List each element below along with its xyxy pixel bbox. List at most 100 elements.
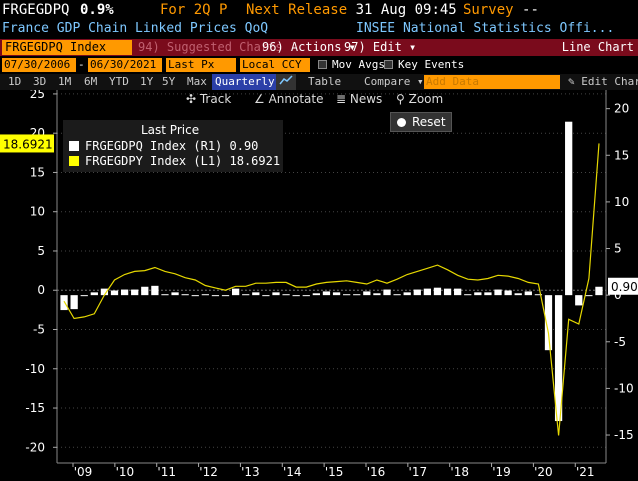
next-release: Next Release 31 Aug 09:45 [246, 0, 457, 20]
left-tick-label: 0 [37, 283, 45, 297]
legend-label-yoy: FRGEGDPY Index (L1) 18.6921 [85, 154, 281, 168]
qoq-bar [332, 292, 341, 296]
track-button[interactable]: ✣ Track [186, 92, 232, 106]
qoq-bar [191, 295, 199, 297]
x-tick-label: '16 [367, 465, 386, 479]
mov-avgs-checkbox[interactable] [318, 60, 327, 69]
qoq-bar [554, 295, 563, 422]
x-tick-label: '18 [450, 465, 469, 479]
range-1y[interactable]: 1Y [140, 75, 154, 88]
news-button[interactable]: ≣ News [336, 92, 383, 106]
x-tick-label: '15 [325, 465, 344, 479]
annotate-button[interactable]: ∠ Annotate [254, 92, 324, 106]
qoq-bar [131, 289, 139, 296]
survey-label: Survey [463, 2, 514, 18]
qoq-bar [231, 288, 240, 296]
edit-chart-button[interactable]: ✎ Edit Chart [568, 75, 638, 88]
actions-menu[interactable]: 96) Actions ▾ [262, 40, 356, 54]
legend-row-yoy[interactable]: FRGEGDPY Index (L1) 18.6921 [69, 154, 280, 168]
qoq-bar [393, 294, 401, 296]
frequency-select[interactable]: Quarterly ▾ [212, 74, 291, 90]
left-tick-label: 25 [30, 90, 45, 101]
right-tick-label: -10 [614, 381, 634, 395]
qoq-bar [252, 292, 260, 296]
x-tick-label: '19 [492, 465, 511, 479]
date-range-bar: 07/30/2006 - 06/30/2021 Last Px Local CC… [0, 57, 638, 73]
last-value: 0.9% [80, 2, 114, 18]
qoq-bar [181, 294, 189, 296]
right-value-badge-text: 0.90 [611, 280, 638, 294]
add-data-input[interactable]: Add Data [424, 75, 560, 89]
qoq-bar [70, 295, 78, 310]
range-3d[interactable]: 3D [33, 75, 47, 88]
range-ytd[interactable]: YTD [109, 75, 129, 88]
left-tick-label: 5 [37, 244, 45, 258]
price-field-select[interactable]: Last Px [166, 58, 236, 72]
left-value-badge-text: 18.6921 [3, 137, 53, 151]
qoq-bar [413, 289, 421, 296]
qoq-bar [534, 294, 543, 296]
qoq-bar [433, 287, 442, 296]
edit-menu[interactable]: 97) Edit ▾ [344, 40, 417, 54]
qoq-bar [524, 291, 532, 296]
ticker-input[interactable]: FRGEGDPQ Index [2, 40, 132, 55]
survey: Survey -- [463, 0, 539, 20]
qoq-bar [383, 289, 391, 296]
end-date-input[interactable]: 06/30/2021 [88, 58, 162, 72]
qoq-bar [171, 292, 179, 296]
gdp-chart[interactable]: 2520151050-5-10-15-2020151050-5-10-15'09… [0, 90, 638, 481]
range-bar: 1D 3D 1M 6M YTD 1Y 5Y Max Quarterly ▾ Ta… [0, 74, 638, 90]
qoq-bar [292, 295, 300, 297]
qoq-bar [464, 294, 472, 296]
range-max[interactable]: Max [187, 75, 207, 88]
date-separator: - [78, 58, 85, 71]
qoq-bar [90, 292, 98, 296]
currency-select[interactable]: Local CCY [240, 58, 310, 72]
chart-style-icon[interactable] [276, 74, 296, 90]
right-tick-label: 10 [614, 195, 629, 209]
range-1m[interactable]: 1M [58, 75, 72, 88]
legend-row-qoq[interactable]: FRGEGDPQ Index (R1) 0.90 [69, 139, 258, 153]
x-tick-label: '12 [199, 465, 218, 479]
legend-swatch-white [69, 141, 79, 151]
left-tick-label: -20 [25, 440, 45, 454]
survey-value: -- [522, 2, 539, 18]
left-tick-label: 10 [30, 205, 45, 219]
left-value-badge [0, 134, 54, 153]
qoq-bar [302, 295, 310, 297]
left-tick-label: -5 [33, 323, 45, 337]
qoq-bar [120, 289, 129, 296]
qoq-bar [484, 292, 492, 296]
reset-label: Reset [412, 115, 446, 129]
suggested-charts-button[interactable]: 94) Suggested Charts [138, 40, 283, 54]
qoq-bar [80, 295, 88, 297]
security-header: FRGEGDPQ 0.9% For 2Q P Next Release 31 A… [0, 0, 638, 20]
qoq-bar [242, 294, 250, 296]
qoq-bar [272, 292, 280, 296]
grid-lines [57, 93, 606, 448]
compare-menu[interactable]: Compare ▾ [364, 75, 424, 88]
axes: 2520151050-5-10-15-2020151050-5-10-15'09… [0, 90, 638, 479]
chart-type-label: Line Chart [561, 40, 634, 54]
x-tick-label: '21 [576, 465, 595, 479]
reset-button[interactable]: Reset [390, 112, 452, 132]
next-release-label: Next Release [246, 2, 348, 18]
left-tick-label: -10 [25, 362, 45, 376]
qoq-bar [474, 292, 482, 296]
qoq-bar [373, 293, 381, 296]
start-date-input[interactable]: 07/30/2006 [2, 58, 76, 72]
right-tick-label: 20 [614, 102, 629, 116]
x-tick-label: '10 [116, 465, 135, 479]
table-button[interactable]: Table [308, 75, 342, 88]
qoq-bar [363, 291, 371, 296]
zoom-button[interactable]: ⚲ Zoom [396, 92, 444, 106]
x-tick-label: '13 [241, 465, 260, 479]
legend-title: Last Price [141, 123, 200, 137]
range-6m[interactable]: 6M [84, 75, 98, 88]
range-5y[interactable]: 5Y [162, 75, 176, 88]
range-1d[interactable]: 1D [8, 75, 22, 88]
yoy-line [63, 143, 600, 436]
key-events-checkbox[interactable] [384, 60, 393, 69]
qoq-bar [403, 292, 411, 296]
qoq-bar [161, 294, 169, 296]
